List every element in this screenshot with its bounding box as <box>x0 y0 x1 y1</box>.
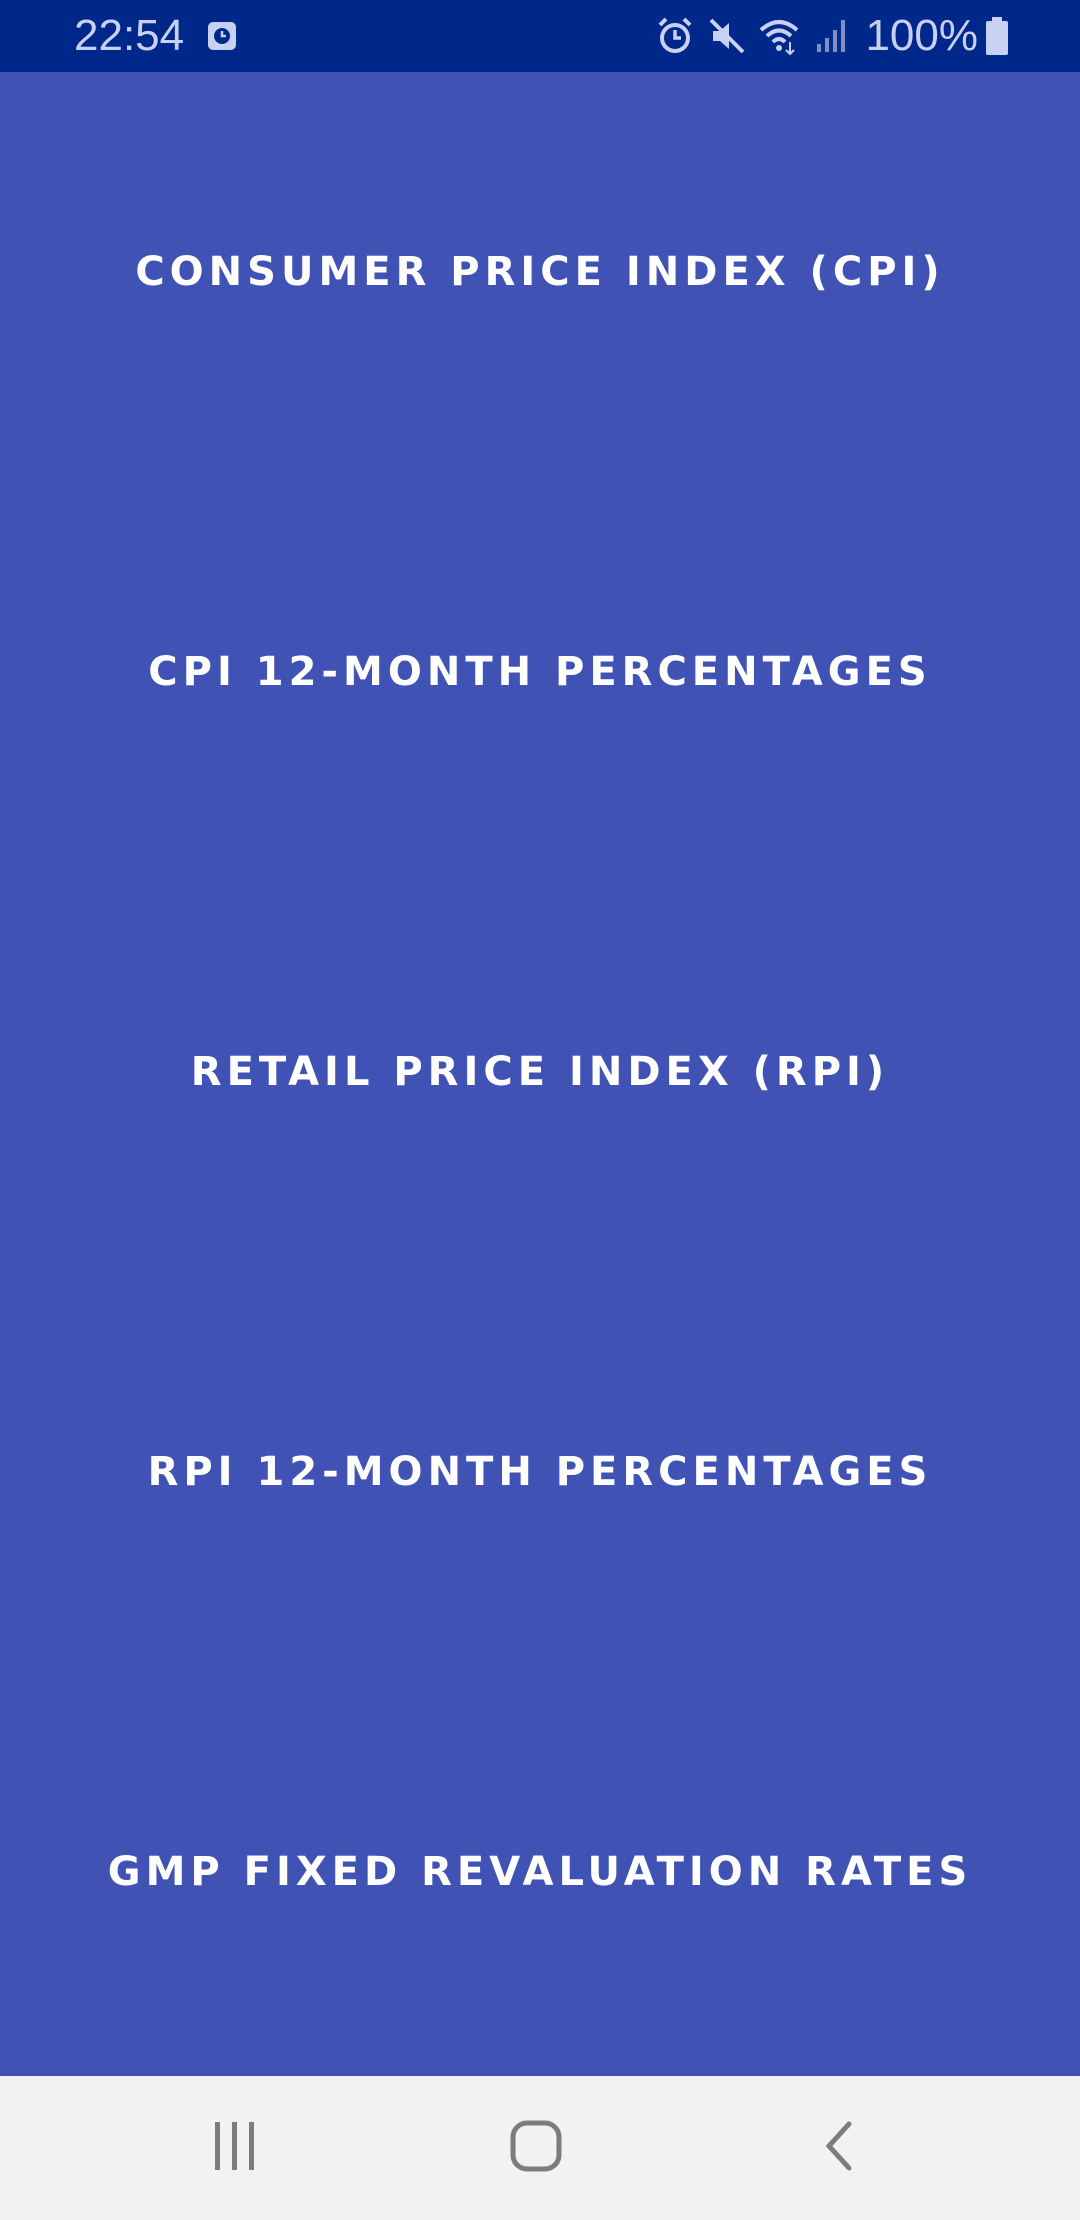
alarm-icon <box>655 16 695 56</box>
main-menu: CONSUMER PRICE INDEX (CPI) CPI 12-MONTH … <box>0 72 1080 2076</box>
battery-percentage: 100% <box>865 11 978 60</box>
mute-icon <box>707 16 747 56</box>
back-icon <box>821 2120 857 2176</box>
menu-item-rpi[interactable]: RETAIL PRICE INDEX (RPI) <box>0 872 1080 1272</box>
home-icon <box>510 2120 562 2176</box>
menu-item-label: RETAIL PRICE INDEX (RPI) <box>190 1049 890 1095</box>
menu-item-rpi-12-month[interactable]: RPI 12-MONTH PERCENTAGES <box>0 1272 1080 1672</box>
menu-item-gmp-revaluation[interactable]: GMP FIXED REVALUATION RATES <box>0 1672 1080 2072</box>
menu-item-cpi[interactable]: CONSUMER PRICE INDEX (CPI) <box>0 72 1080 472</box>
signal-icon <box>811 16 851 56</box>
status-icons: 100% <box>643 12 1010 60</box>
recents-button[interactable] <box>185 2098 285 2198</box>
home-button[interactable] <box>486 2098 586 2198</box>
recents-icon <box>211 2120 259 2176</box>
battery-icon <box>984 16 1010 56</box>
status-bar: 22:54 <box>0 0 1080 72</box>
calendar-icon <box>206 20 238 52</box>
wifi-icon <box>759 16 799 56</box>
menu-item-label: CONSUMER PRICE INDEX (CPI) <box>135 249 945 295</box>
back-button[interactable] <box>789 2098 889 2198</box>
menu-item-label: CPI 12-MONTH PERCENTAGES <box>148 649 932 695</box>
menu-item-label: GMP FIXED REVALUATION RATES <box>107 1849 973 1895</box>
navigation-bar <box>0 2076 1080 2220</box>
menu-item-cpi-12-month[interactable]: CPI 12-MONTH PERCENTAGES <box>0 472 1080 872</box>
status-time: 22:54 <box>74 11 185 60</box>
menu-item-label: RPI 12-MONTH PERCENTAGES <box>147 1449 933 1495</box>
